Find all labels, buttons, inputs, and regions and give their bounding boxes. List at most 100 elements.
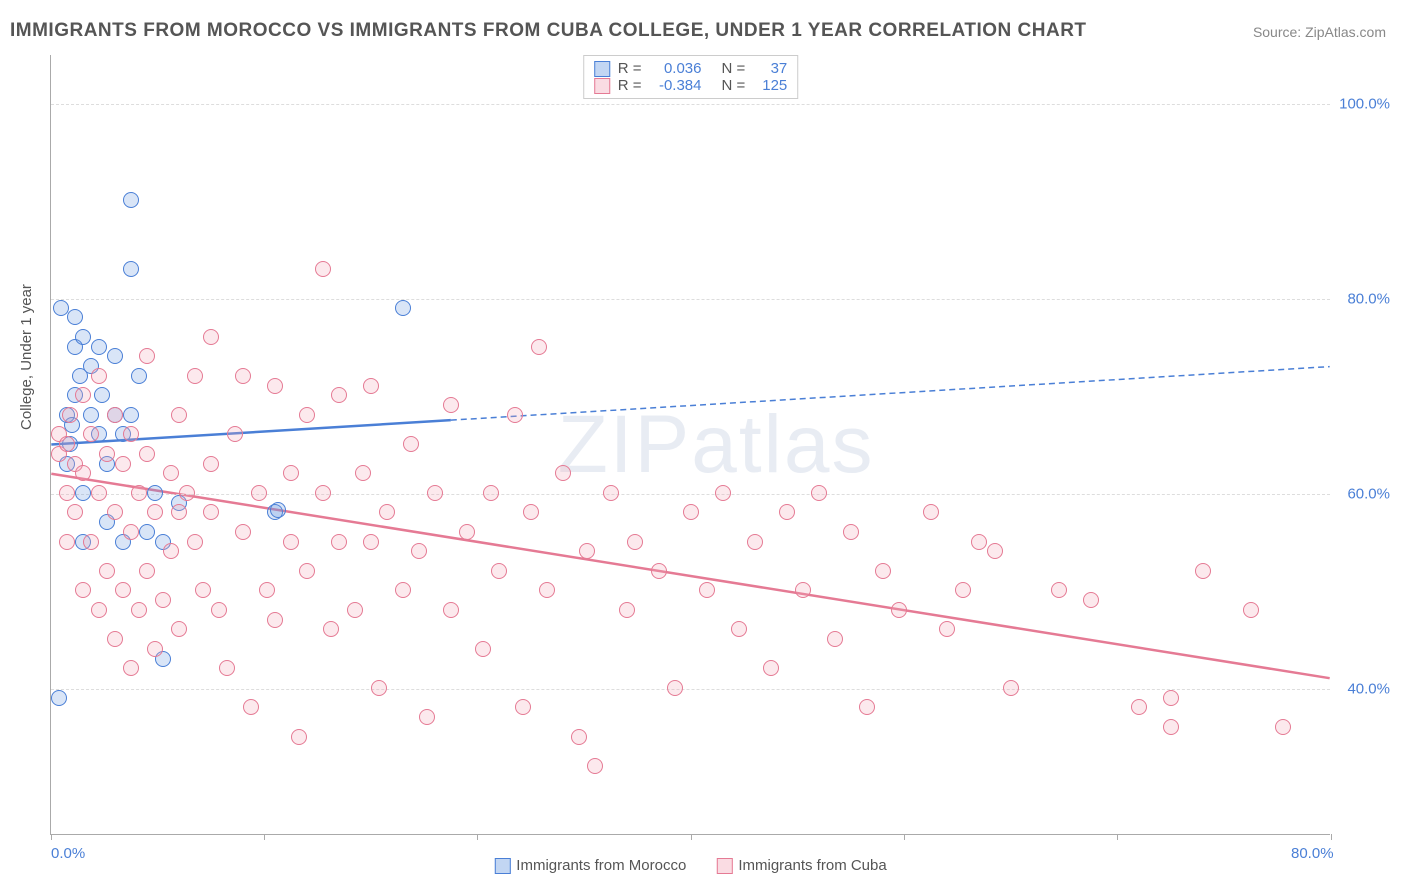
data-point [123,407,139,423]
data-point [270,502,286,518]
data-point [1243,602,1259,618]
legend-stats-row: R =-0.384N =125 [594,77,788,94]
data-point [211,602,227,618]
data-point [147,485,163,501]
chart-title: IMMIGRANTS FROM MOROCCO VS IMMIGRANTS FR… [10,20,1087,42]
data-point [267,612,283,628]
data-point [83,426,99,442]
data-point [619,602,635,618]
data-point [355,465,371,481]
data-point [603,485,619,501]
data-point [99,563,115,579]
data-point [235,368,251,384]
data-point [427,485,443,501]
data-point [1275,719,1291,735]
data-point [955,582,971,598]
data-point [147,641,163,657]
data-point [747,534,763,550]
data-point [395,582,411,598]
data-point [131,368,147,384]
data-point [579,543,595,559]
data-point [363,534,379,550]
data-point [115,582,131,598]
data-point [827,631,843,647]
data-point [507,407,523,423]
legend-item-cuba: Immigrants from Cuba [716,857,886,874]
data-point [571,729,587,745]
data-point [91,485,107,501]
y-tick-label: 80.0% [1335,290,1390,307]
data-point [67,504,83,520]
data-point [235,524,251,540]
data-point [987,543,1003,559]
data-point [107,407,123,423]
y-tick-label: 60.0% [1335,485,1390,502]
data-point [171,504,187,520]
x-tick [691,834,692,840]
data-point [531,339,547,355]
swatch-icon [594,78,610,94]
data-point [443,602,459,618]
data-point [627,534,643,550]
n-value: 37 [753,60,787,77]
x-tick [1331,834,1332,840]
data-point [83,407,99,423]
data-point [419,709,435,725]
data-point [75,387,91,403]
trend-lines [51,55,1330,834]
x-tick [51,834,52,840]
legend-item-morocco: Immigrants from Morocco [494,857,686,874]
data-point [139,446,155,462]
data-point [123,426,139,442]
data-point [939,621,955,637]
gridline [51,104,1330,105]
data-point [163,465,179,481]
n-label: N = [722,77,746,94]
plot-area: ZIPatlas R =0.036N =37R =-0.384N =125 Im… [50,55,1330,835]
data-point [291,729,307,745]
data-point [363,378,379,394]
r-label: R = [618,60,642,77]
legend-label-morocco: Immigrants from Morocco [516,857,686,874]
gridline [51,494,1330,495]
data-point [131,602,147,618]
data-point [59,534,75,550]
data-point [59,485,75,501]
data-point [923,504,939,520]
data-point [403,436,419,452]
legend-stats-row: R =0.036N =37 [594,60,788,77]
data-point [62,407,78,423]
data-point [139,563,155,579]
data-point [1195,563,1211,579]
data-point [171,621,187,637]
data-point [331,387,347,403]
watermark: ZIPatlas [558,398,875,492]
data-point [843,524,859,540]
data-point [267,378,283,394]
y-tick-label: 100.0% [1335,95,1390,112]
data-point [523,504,539,520]
data-point [811,485,827,501]
data-point [971,534,987,550]
data-point [163,543,179,559]
data-point [1083,592,1099,608]
data-point [139,348,155,364]
data-point [91,339,107,355]
data-point [227,426,243,442]
data-point [91,368,107,384]
data-point [283,465,299,481]
data-point [779,504,795,520]
data-point [123,660,139,676]
data-point [731,621,747,637]
data-point [75,485,91,501]
data-point [83,534,99,550]
data-point [115,456,131,472]
data-point [1163,690,1179,706]
data-point [75,465,91,481]
data-point [187,534,203,550]
data-point [1131,699,1147,715]
swatch-morocco [494,858,510,874]
x-tick [264,834,265,840]
gridline [51,299,1330,300]
data-point [587,758,603,774]
